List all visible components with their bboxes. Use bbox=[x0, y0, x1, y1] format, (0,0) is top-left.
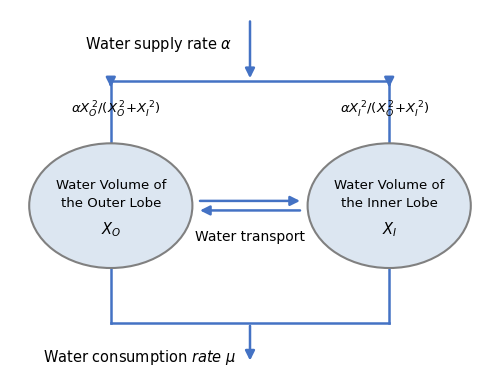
Text: Water transport: Water transport bbox=[195, 230, 305, 244]
Text: the Inner Lobe: the Inner Lobe bbox=[341, 197, 438, 210]
Text: $X_I$: $X_I$ bbox=[382, 220, 397, 239]
Ellipse shape bbox=[29, 143, 192, 268]
Text: $\alpha X_I^{\,2}/(X_O^{\,2}\!+\!X_I^{\,2})$: $\alpha X_I^{\,2}/(X_O^{\,2}\!+\!X_I^{\,… bbox=[340, 100, 429, 120]
Text: $\alpha X_O^{\,2}/(X_O^{\,2}\!+\!X_I^{\,2})$: $\alpha X_O^{\,2}/(X_O^{\,2}\!+\!X_I^{\,… bbox=[71, 100, 160, 120]
Text: Water Volume of: Water Volume of bbox=[334, 179, 444, 192]
Text: Water consumption $\it{rate}$ $\mu$: Water consumption $\it{rate}$ $\mu$ bbox=[43, 348, 236, 367]
Text: Water supply rate $\alpha$: Water supply rate $\alpha$ bbox=[85, 35, 233, 54]
Text: Water Volume of: Water Volume of bbox=[56, 179, 166, 192]
Text: the Outer Lobe: the Outer Lobe bbox=[60, 197, 161, 210]
Text: $X_O$: $X_O$ bbox=[100, 220, 121, 239]
Ellipse shape bbox=[308, 143, 471, 268]
